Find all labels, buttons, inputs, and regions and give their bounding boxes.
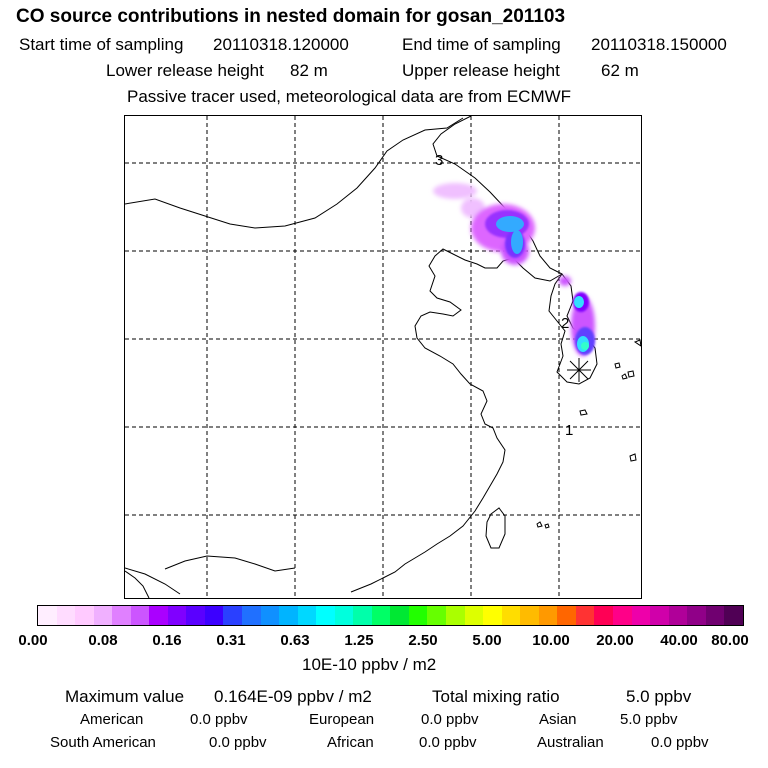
colorbar-tick: 20.00 bbox=[596, 632, 634, 649]
colorbar-swatch bbox=[93, 606, 113, 625]
colorbar-swatch bbox=[316, 606, 335, 625]
colorbar-tick: 0.63 bbox=[280, 632, 310, 649]
plot-title: CO source contributions in nested domain… bbox=[16, 6, 566, 27]
lat-lon-grid bbox=[125, 116, 641, 598]
region-name-asian: Asian bbox=[539, 711, 577, 728]
colorbar-swatch bbox=[56, 606, 76, 625]
region-name-american: American bbox=[80, 711, 144, 728]
trajectory-label-2: 2 bbox=[561, 315, 569, 332]
trajectory-label-1: 1 bbox=[565, 422, 573, 439]
colorbar-swatch bbox=[520, 606, 539, 625]
colorbar-tick: 40.00 bbox=[660, 632, 698, 649]
colorbar-swatch bbox=[557, 606, 576, 625]
colorbar-swatch bbox=[483, 606, 502, 625]
colorbar-tick: 10.00 bbox=[532, 632, 570, 649]
end-time-label: End time of sampling bbox=[402, 35, 561, 54]
colorbar-swatch bbox=[334, 606, 354, 625]
colorbar-swatch bbox=[279, 606, 298, 625]
colorbar-swatch bbox=[612, 606, 632, 625]
colorbar-tick: 0.16 bbox=[152, 632, 182, 649]
coastlines bbox=[125, 116, 641, 598]
colorbar-swatch bbox=[167, 606, 187, 625]
colorbar-swatch bbox=[631, 606, 651, 625]
colorbar-tick: 80.00 bbox=[711, 632, 749, 649]
colorbar-swatch bbox=[668, 606, 688, 625]
colorbar-swatch bbox=[149, 606, 168, 625]
region-value-asian: 5.0 ppbv bbox=[620, 711, 678, 728]
colorbar-swatch bbox=[223, 606, 243, 625]
region-name-south-american: South American bbox=[50, 734, 156, 751]
colorbar-swatch bbox=[130, 606, 150, 625]
colorbar-swatch bbox=[538, 606, 558, 625]
colorbar-tick: 0.00 bbox=[18, 632, 48, 649]
colorbar-swatch bbox=[687, 606, 706, 625]
max-value-label: Maximum value bbox=[65, 687, 185, 706]
total-mixing-value: 5.0 ppbv bbox=[626, 687, 692, 706]
region-name-african: African bbox=[327, 734, 374, 751]
max-value: 0.164E-09 ppbv / m2 bbox=[214, 687, 372, 706]
colorbar-swatch bbox=[297, 606, 317, 625]
trajectory-label-3: 3 bbox=[435, 152, 443, 169]
map-panel: 3 2 1 bbox=[124, 115, 642, 599]
colorbar-swatch bbox=[427, 606, 447, 625]
colorbar-swatch bbox=[724, 606, 743, 625]
region-name-australian: Australian bbox=[537, 734, 604, 751]
colorbar-tick: 0.08 bbox=[88, 632, 118, 649]
colorbar-swatch bbox=[38, 606, 57, 625]
start-time-value: 20110318.120000 bbox=[213, 35, 349, 54]
colorbar-swatch bbox=[353, 606, 372, 625]
colorbar-swatch bbox=[464, 606, 484, 625]
map-canvas: 3 2 1 bbox=[125, 116, 641, 598]
start-time-label: Start time of sampling bbox=[19, 35, 184, 54]
end-time-value: 20110318.150000 bbox=[591, 35, 727, 54]
colorbar-swatch bbox=[260, 606, 280, 625]
region-name-european: European bbox=[309, 711, 375, 728]
colorbar-swatch bbox=[705, 606, 725, 625]
region-value-european: 0.0 ppbv bbox=[421, 711, 479, 728]
region-value-australian: 0.0 ppbv bbox=[651, 734, 709, 751]
colorbar-tick: 2.50 bbox=[408, 632, 438, 649]
colorbar-tick: 0.31 bbox=[216, 632, 246, 649]
colorbar-swatch bbox=[575, 606, 595, 625]
region-value-american: 0.0 ppbv bbox=[190, 711, 248, 728]
region-value-south-american: 0.0 ppbv bbox=[209, 734, 267, 751]
colorbar-swatch bbox=[75, 606, 94, 625]
upper-release-label: Upper release height bbox=[402, 61, 560, 80]
source-contribution-plume bbox=[433, 183, 595, 356]
colorbar-swatch bbox=[408, 606, 428, 625]
colorbar-tick: 5.00 bbox=[472, 632, 502, 649]
colorbar-tick: 1.25 bbox=[344, 632, 374, 649]
upper-release-value: 62 m bbox=[601, 61, 639, 80]
lower-release-label: Lower release height bbox=[106, 61, 264, 80]
colorbar-swatch bbox=[594, 606, 613, 625]
colorbar-swatch bbox=[242, 606, 261, 625]
lower-release-value: 82 m bbox=[290, 61, 328, 80]
colorbar-swatch bbox=[204, 606, 224, 625]
colorbar-swatch bbox=[390, 606, 409, 625]
colorbar-swatch bbox=[501, 606, 521, 625]
colorbar-swatch bbox=[112, 606, 131, 625]
colorbar-swatch bbox=[371, 606, 391, 625]
tracer-note: Passive tracer used, meteorological data… bbox=[127, 87, 572, 106]
colorbar-swatch bbox=[446, 606, 465, 625]
colorbar-swatch bbox=[186, 606, 205, 625]
colorbar bbox=[37, 605, 744, 626]
colorbar-unit: 10E-10 ppbv / m2 bbox=[302, 655, 437, 674]
star-marker bbox=[567, 358, 591, 382]
region-value-african: 0.0 ppbv bbox=[419, 734, 477, 751]
colorbar-swatch bbox=[650, 606, 669, 625]
total-mixing-label: Total mixing ratio bbox=[432, 687, 560, 706]
